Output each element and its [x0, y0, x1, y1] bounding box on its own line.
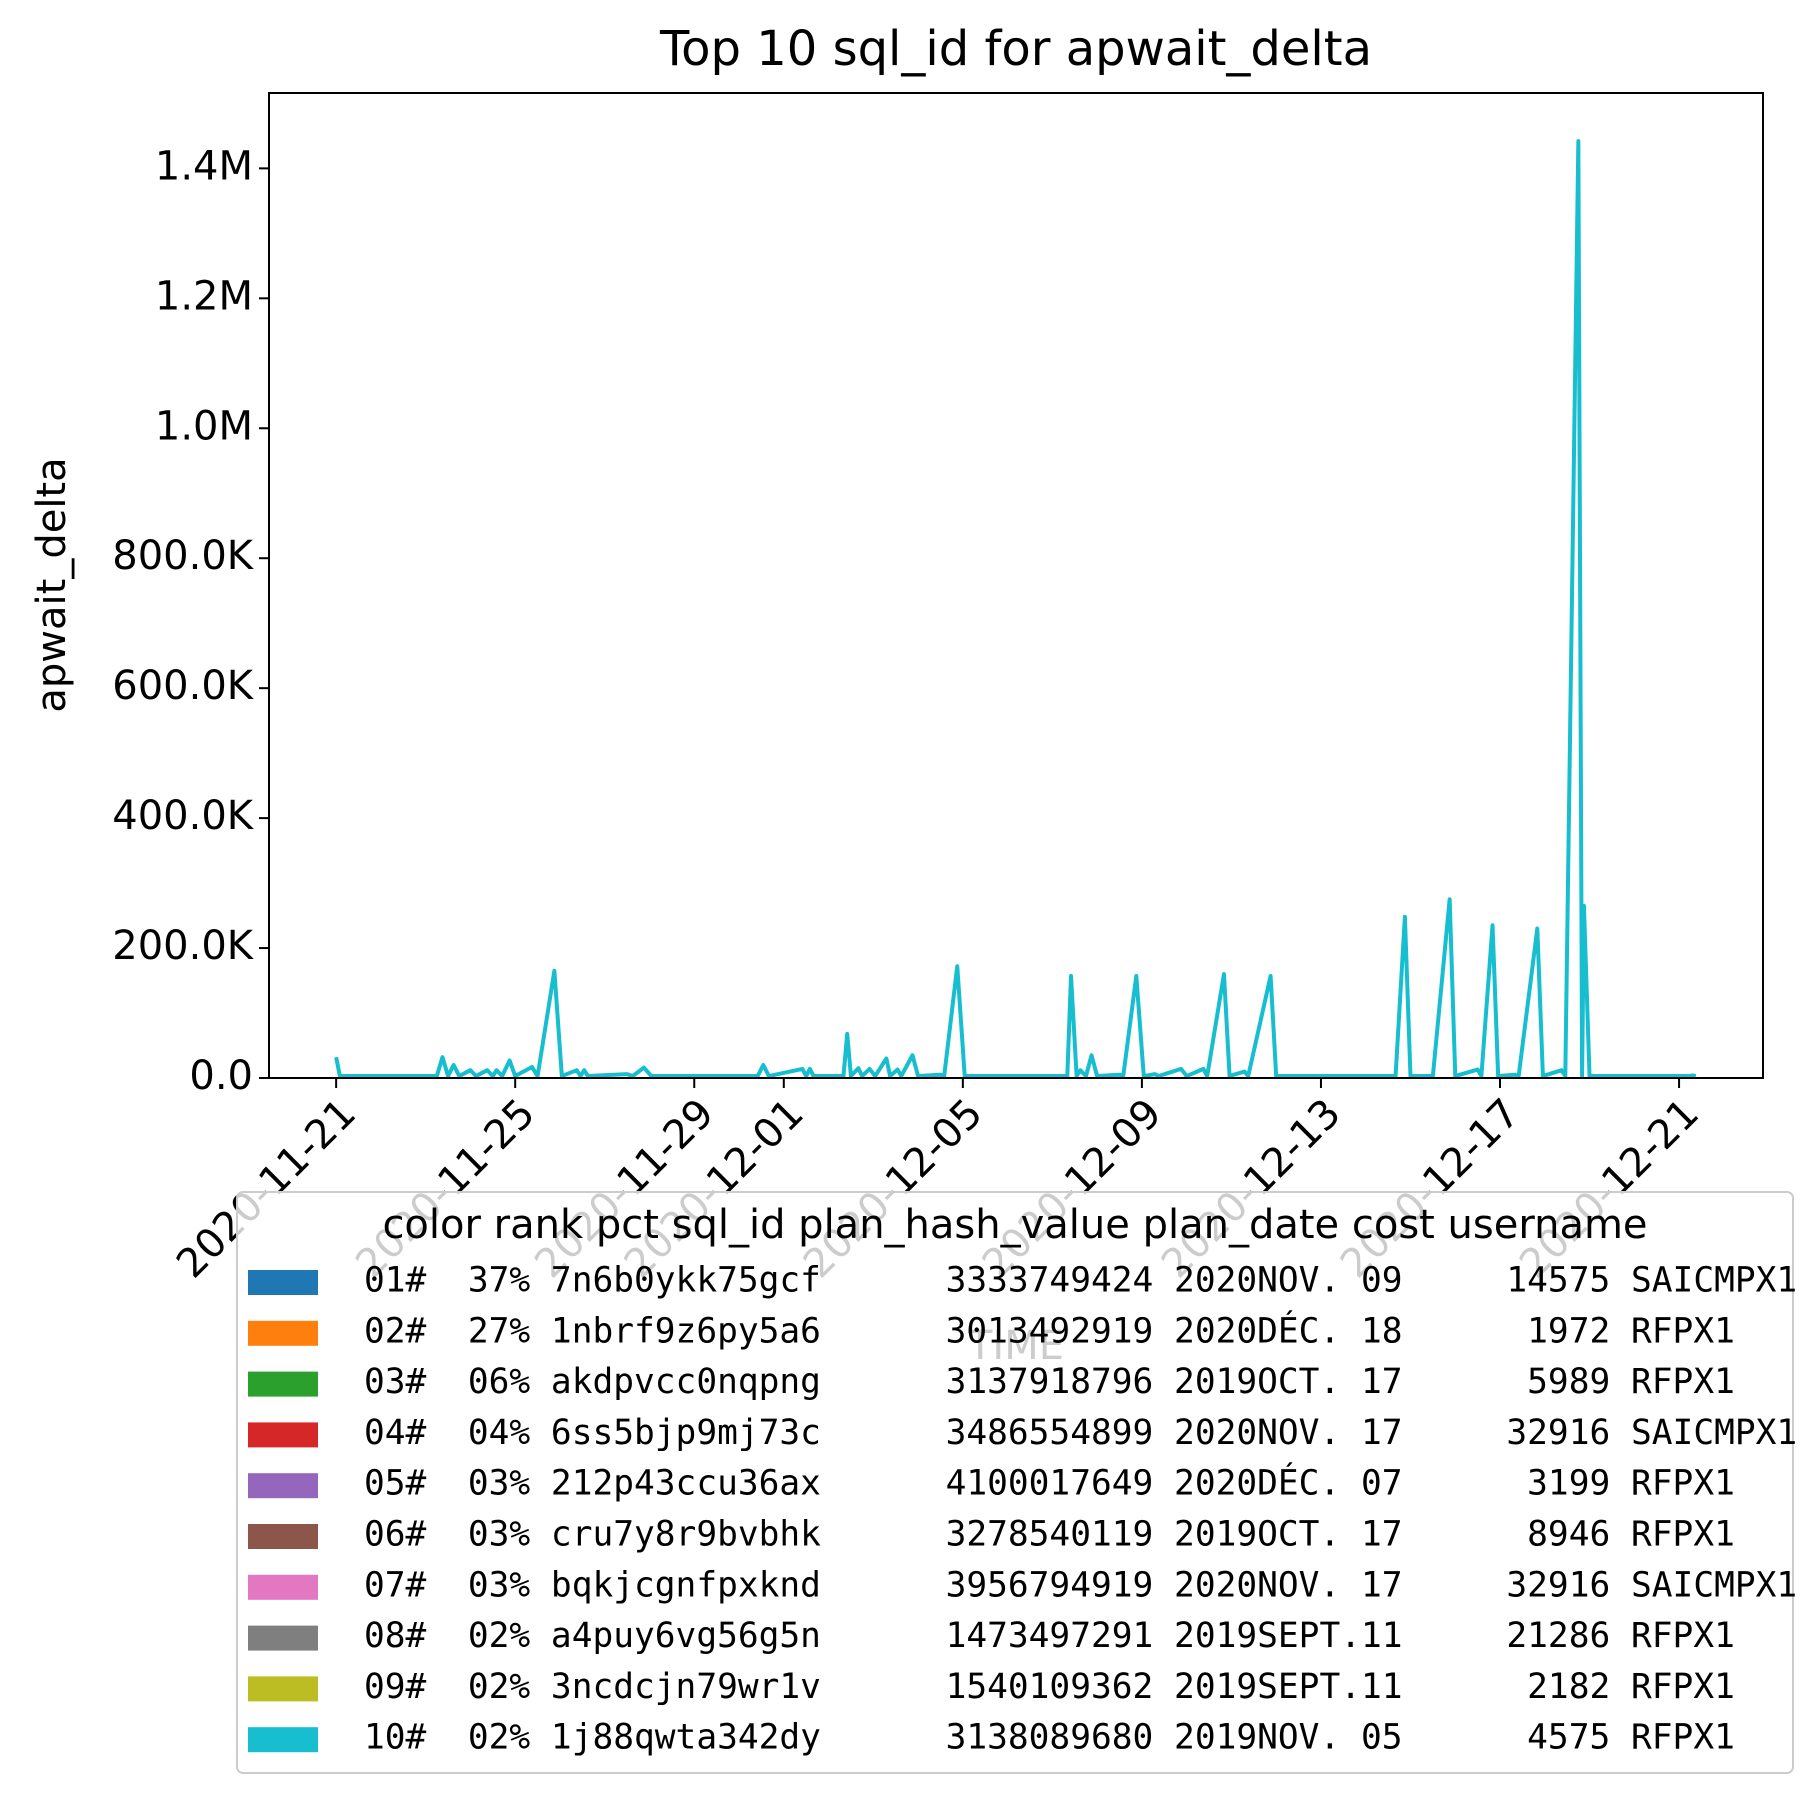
legend-label: 05# 03% 212p43ccu36ax 4100017649 2020DÉC…	[364, 1463, 1735, 1504]
legend-swatch	[248, 1524, 318, 1549]
legend-label: 01# 37% 7n6b0ykk75gcf 3333749424 2020NOV…	[364, 1261, 1797, 1301]
chart-title: Top 10 sql_id for apwait_delta	[659, 21, 1372, 77]
legend-label: 03# 06% akdpvcc0nqpng 3137918796 2019OCT…	[364, 1362, 1735, 1402]
series-line	[334, 139, 1697, 1079]
y-tick-label: 1.2M	[155, 273, 253, 319]
legend-swatch	[248, 1473, 318, 1499]
legend-title: color rank pct sql_id plan_hash_value pl…	[382, 1202, 1647, 1248]
legend-swatch	[248, 1371, 318, 1397]
legend-label: 06# 03% cru7y8r9bvbhk 3278540119 2019OCT…	[364, 1515, 1735, 1555]
y-tick-label: 800.0K	[112, 533, 255, 579]
legend-label: 10# 02% 1j88qwta342dy 3138089680 2019NOV…	[364, 1718, 1735, 1758]
legend: color rank pct sql_id plan_hash_value pl…	[236, 1191, 1797, 1774]
legend-label: 08# 02% a4puy6vg56g5n 1473497291 2019SEP…	[364, 1616, 1735, 1656]
legend-label: 09# 02% 3ncdcjn79wr1v 1540109362 2019SEP…	[364, 1667, 1735, 1707]
legend-swatch	[248, 1676, 318, 1702]
plot-frame	[268, 92, 1764, 1079]
y-tick-label: 200.0K	[112, 923, 255, 969]
legend-box	[236, 1191, 1794, 1774]
y-tick-label: 1.4M	[155, 143, 253, 189]
legend-swatch	[248, 1422, 318, 1448]
legend-swatch	[248, 1727, 318, 1753]
y-tick-label: 400.0K	[112, 793, 255, 839]
legend-swatch	[248, 1574, 318, 1600]
y-axis-label: apwait_delta	[29, 457, 75, 712]
y-tick-label: 0.0	[189, 1053, 253, 1099]
legend-label: 07# 03% bqkjcgnfpxknd 3956794919 2020NOV…	[364, 1565, 1797, 1605]
legend-label: 02# 27% 1nbrf9z6py5a6 3013492919 2020DÉC…	[364, 1310, 1735, 1351]
legend-swatch	[248, 1270, 318, 1295]
legend-swatch	[248, 1625, 318, 1651]
legend-label: 04# 04% 6ss5bjp9mj73c 3486554899 2020NOV…	[364, 1413, 1797, 1453]
y-tick-label: 600.0K	[112, 663, 255, 709]
y-tick-label: 1.0M	[155, 403, 253, 449]
legend-swatch	[248, 1320, 318, 1346]
